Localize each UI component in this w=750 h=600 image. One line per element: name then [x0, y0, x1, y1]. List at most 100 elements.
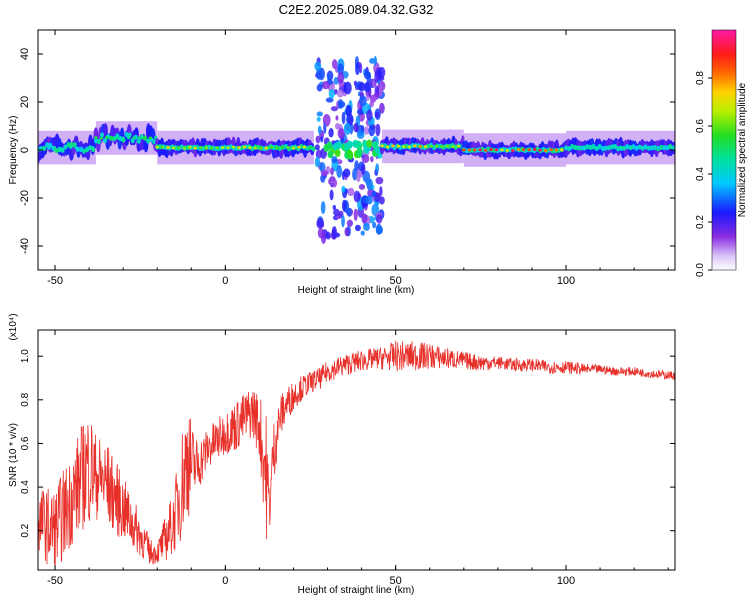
heatmap-cell — [325, 231, 331, 240]
heatmap-cell — [130, 138, 135, 144]
heatmap-cell — [253, 146, 258, 150]
heatmap-cell — [280, 145, 285, 149]
heatmap-cell — [237, 146, 241, 150]
heatmap-cell — [90, 145, 95, 149]
heatmap-cell — [363, 70, 371, 80]
snr-frame — [37, 329, 676, 571]
heatmap-cell — [47, 146, 51, 150]
heatmap-cell — [323, 143, 330, 152]
heatmap-cell — [483, 148, 488, 152]
heatmap-cell — [412, 144, 417, 148]
colorbar-tick-label: 0.6 — [695, 119, 706, 133]
heatmap-cell — [462, 148, 466, 152]
heatmap-cell — [564, 146, 568, 150]
heatmap-cell — [314, 144, 320, 151]
y-tick-label: 0.8 — [20, 392, 31, 406]
heatmap-cell — [607, 146, 612, 149]
colorbar-tick-label: 0.2 — [695, 215, 706, 229]
heatmap-cell — [204, 146, 209, 150]
heatmap-cell — [155, 145, 160, 149]
heatmap-cell — [385, 145, 390, 149]
heatmap-cell — [85, 146, 89, 150]
heatmap-cell — [371, 140, 378, 149]
heatmap-cell — [45, 142, 50, 148]
heatmap-cell — [331, 59, 338, 70]
heatmap-cell — [209, 146, 214, 150]
heatmap-cell — [331, 226, 337, 239]
heatmap-cell — [177, 146, 181, 150]
heatmap-cell — [137, 136, 142, 140]
heatmap-cell — [79, 146, 84, 150]
heatmap-cell — [671, 145, 675, 151]
heatmap-cell — [337, 99, 344, 110]
heatmap-cell — [402, 145, 406, 149]
heatmap-cell — [96, 138, 101, 145]
heatmap-cell — [166, 146, 170, 149]
heatmap-cell — [94, 136, 98, 140]
heatmap-cell — [366, 178, 373, 190]
heatmap-cell — [358, 82, 366, 92]
y-tick-label: 0.2 — [20, 523, 31, 537]
heatmap-cell — [640, 145, 645, 149]
heatmap-cell — [366, 109, 373, 121]
heatmap-cell — [331, 156, 338, 164]
heatmap-cell — [105, 136, 109, 139]
heatmap-cell — [629, 145, 634, 149]
heatmap-cell — [103, 138, 108, 144]
y-tick-label: 0.6 — [20, 436, 31, 450]
heatmap-cell — [54, 148, 59, 154]
heatmap-cell — [374, 71, 380, 84]
heatmap-cell — [228, 144, 233, 150]
heatmap-cell — [330, 106, 339, 112]
heatmap-cell — [358, 184, 366, 190]
heatmap-cell — [569, 146, 574, 150]
heatmap-cell — [48, 142, 53, 148]
x-tick-label: 0 — [222, 275, 228, 287]
y-tick-label: 1.0 — [20, 349, 31, 363]
heatmap-cell — [380, 144, 384, 148]
heatmap-cell — [341, 215, 345, 228]
heatmap-cell — [72, 142, 77, 148]
heatmap-cell — [199, 146, 203, 149]
heatmap-cell — [505, 149, 510, 152]
heatmap-cell — [554, 148, 559, 152]
heatmap-cell — [41, 146, 46, 150]
heatmap-cell — [110, 136, 115, 140]
heatmap-cell — [308, 146, 312, 150]
heatmap-cell — [248, 146, 252, 150]
heatmap-cell — [434, 144, 439, 148]
heatmap-cell — [662, 146, 666, 149]
heatmap-cell — [364, 126, 370, 135]
heatmap-cell — [373, 55, 377, 66]
heatmap-cell — [356, 147, 363, 156]
heatmap-cell — [136, 138, 141, 144]
figure-title: C2E2.2025.089.04.32.G32 — [279, 2, 434, 17]
heatmap-cell — [146, 138, 151, 144]
heatmap-cell — [258, 146, 263, 150]
colorbar-tick-label: 0.8 — [695, 71, 706, 85]
heatmap-cell — [182, 146, 187, 150]
heatmap-cell — [68, 146, 73, 149]
heatmap-cell — [359, 95, 367, 107]
heatmap-cell — [81, 148, 86, 154]
heatmap-cell — [529, 147, 534, 153]
heatmap-cell — [560, 148, 564, 152]
heatmap-cell — [305, 145, 310, 151]
heatmap-cell — [231, 145, 236, 149]
heatmap-cell — [317, 227, 324, 239]
heatmap-cell — [58, 146, 62, 150]
heatmap-cell — [440, 145, 444, 148]
x-tick-label: 100 — [557, 575, 575, 587]
heatmap-cell — [317, 125, 322, 135]
heatmap-cell — [596, 146, 601, 150]
heatmap-cell — [118, 136, 123, 142]
heatmap-cell — [335, 122, 341, 130]
heatmap-cell — [291, 146, 296, 150]
heatmap-cell — [316, 83, 323, 92]
snr-xlabel: Height of straight line (km) — [298, 585, 415, 596]
heatmap-cell — [588, 144, 593, 150]
heatmap-cell — [325, 97, 334, 103]
heatmap-cell — [511, 149, 515, 152]
heatmap-cell — [556, 147, 561, 153]
snr-series-line — [38, 340, 675, 568]
